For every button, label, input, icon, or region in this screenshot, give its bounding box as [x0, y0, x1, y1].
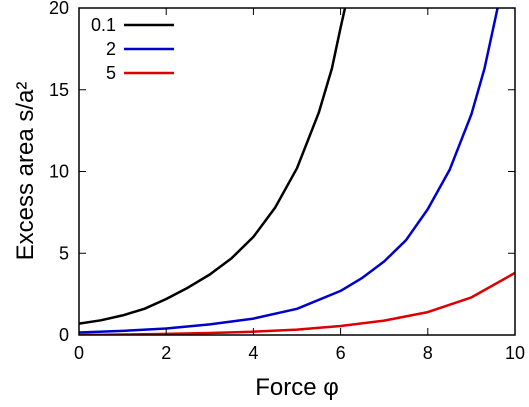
legend-label-0: 0.1	[91, 15, 116, 35]
legend-label-1: 2	[106, 39, 116, 59]
x-tick-label: 8	[423, 343, 433, 363]
x-tick-label: 4	[248, 343, 258, 363]
x-tick-label: 0	[74, 343, 84, 363]
y-tick-label: 10	[49, 162, 69, 182]
series-line-0.1	[79, 8, 347, 325]
y-tick-label: 0	[59, 325, 69, 345]
x-tick-label: 6	[336, 343, 346, 363]
series-layer	[79, 8, 515, 335]
legend: 0.1 2 5	[91, 15, 174, 83]
legend-label-2: 5	[106, 63, 116, 83]
tick-layer: 0 2 4 6 8 10 0 5 10 15 20	[49, 0, 525, 363]
x-tick-label: 2	[161, 343, 171, 363]
x-axis-title: Force φ	[255, 374, 339, 401]
series-line-2	[79, 8, 499, 334]
y-tick-label: 5	[59, 243, 69, 263]
x-tick-label: 10	[505, 343, 525, 363]
y-axis-title: Excess area s/a²	[12, 82, 39, 261]
y-tick-label: 15	[49, 80, 69, 100]
series-line-5	[79, 271, 515, 335]
y-tick-label: 20	[49, 0, 69, 18]
